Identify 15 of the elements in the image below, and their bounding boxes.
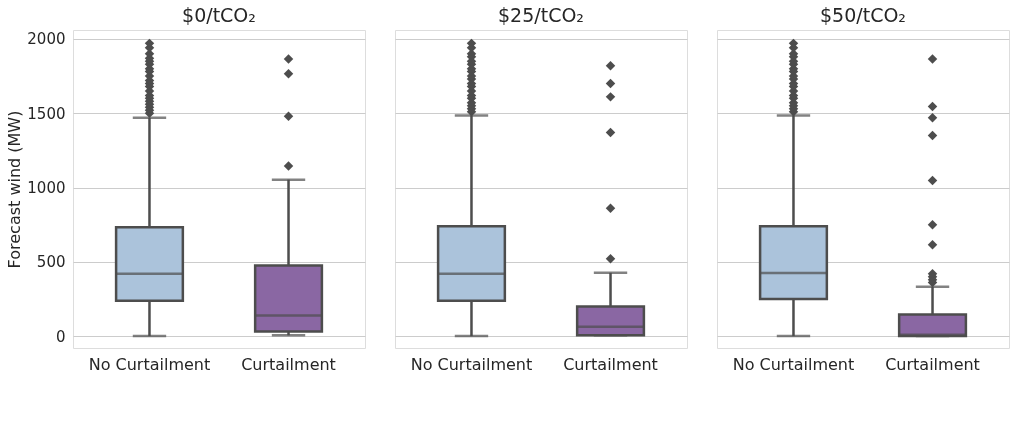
x-tick-label: No Curtailment xyxy=(410,354,533,374)
y-tick-label: 2000 xyxy=(27,30,66,49)
x-tick-label: No Curtailment xyxy=(88,354,211,374)
x-tick-label: No Curtailment xyxy=(732,354,855,374)
y-tick-label: 0 xyxy=(55,327,66,346)
y-tick-label: 1500 xyxy=(27,104,66,123)
x-tick-label: Curtailment xyxy=(563,354,658,374)
y-tick-label: 1000 xyxy=(27,179,66,198)
x-tick-label: Curtailment xyxy=(241,354,336,374)
chart-title: $25/tCO₂ xyxy=(498,4,584,26)
x-tick-label: Curtailment xyxy=(885,354,980,374)
chart-title: $50/tCO₂ xyxy=(820,4,906,26)
y-tick-label: 500 xyxy=(36,253,66,272)
chart-title: $0/tCO₂ xyxy=(182,4,256,26)
y-axis-title: Forecast wind (MW) xyxy=(5,110,25,269)
